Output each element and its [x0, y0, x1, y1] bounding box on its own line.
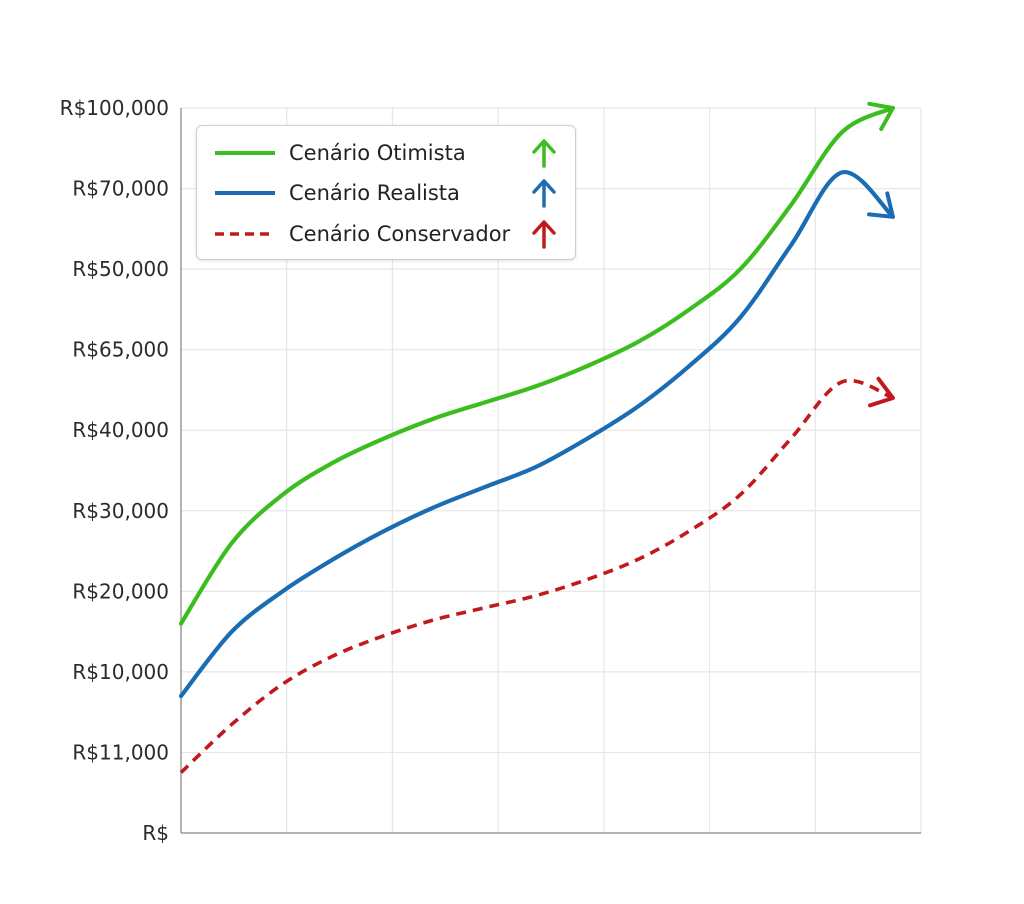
- y-tick-label: R$10,000: [72, 660, 169, 684]
- series-line-cen-rio-otimista: [178, 105, 895, 626]
- legend-label-conservador: Cenário Conservador: [289, 222, 511, 246]
- legend-item-otimista: Cenário Otimista: [197, 138, 575, 168]
- y-tick-label: R$70,000: [72, 177, 169, 201]
- y-tick-label: R$50,000: [72, 257, 169, 281]
- arrow-head-cen-rio-otimista: [867, 101, 895, 131]
- y-tick-label: R$30,000: [72, 499, 169, 523]
- y-tick-label: R$11,000: [72, 740, 169, 764]
- axes: [180, 108, 921, 834]
- legend-swatch-otimista: [215, 151, 275, 155]
- arrow-head-cen-rio-realista: [867, 191, 895, 219]
- series-line-cen-rio-conservador: [179, 378, 894, 774]
- arrow-head-cen-rio-conservador: [868, 376, 895, 408]
- legend-item-realista: Cenário Realista: [197, 178, 575, 208]
- y-tick-label: R$: [142, 821, 169, 845]
- legend: Cenário Otimista Cenário Realista Cenári…: [196, 125, 576, 260]
- legend-label-otimista: Cenário Otimista: [289, 141, 466, 165]
- arrow-up-icon: [532, 179, 556, 208]
- legend-item-conservador: Cenário Conservador: [197, 219, 575, 249]
- y-axis-ticks: R$ R$11,000 R$10,000 R$20,000 R$30,000 R$40,0…: [60, 96, 169, 845]
- legend-label-realista: Cenário Realista: [289, 181, 460, 205]
- arrow-up-icon: [532, 220, 556, 249]
- y-tick-label: R$100,000: [60, 96, 169, 120]
- series-line-cen-rio-realista: [178, 170, 895, 699]
- arrow-up-icon: [532, 139, 556, 168]
- y-tick-label: R$20,000: [72, 579, 169, 603]
- legend-swatch-realista: [215, 191, 275, 195]
- legend-swatch-conservador: [215, 232, 275, 236]
- y-tick-label: R$65,000: [72, 338, 169, 362]
- series-lines: [178, 101, 895, 774]
- y-tick-label: R$40,000: [72, 418, 169, 442]
